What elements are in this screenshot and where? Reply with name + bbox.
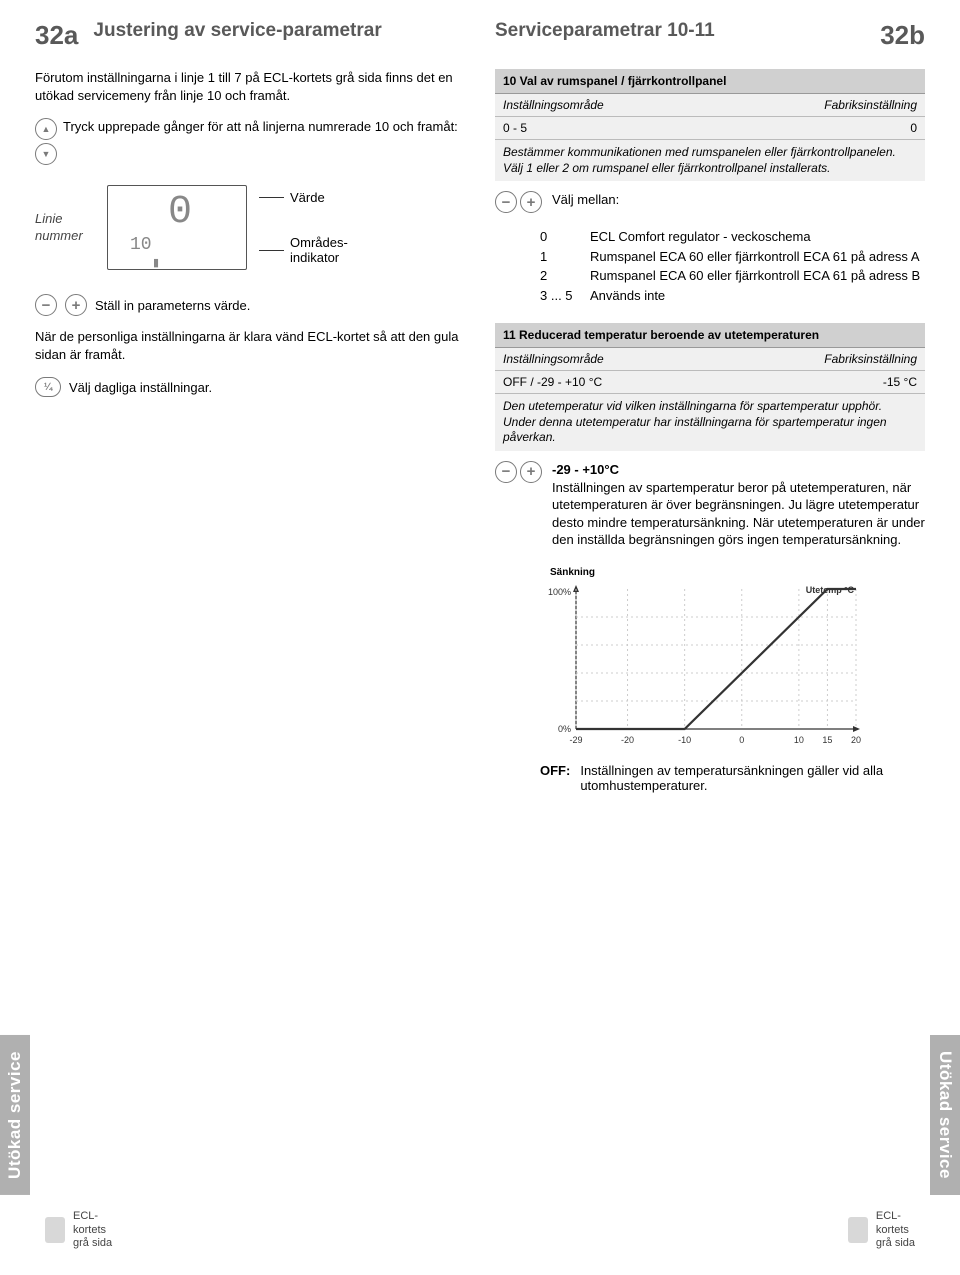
chart-svg: 100%0%-29-20-100101520Utetemp ºC [540,581,866,751]
lcd-label-nummer: nummer [35,228,95,245]
flip-card-text: När de personliga inställningarna är kla… [35,328,465,363]
footer-square-icon [45,1217,65,1243]
footer-text-right: ECL- kortets grå sida [876,1210,915,1250]
left-column: 32a Justering av service-parametrar Föru… [35,20,465,793]
lcd-big-value: 0 [168,190,194,235]
lcd-screen: 0 10 ▮ [107,185,247,270]
off-text: Inställningen av temperatursänkningen gä… [580,763,925,793]
svg-text:10: 10 [794,735,804,745]
param10-factory-label: Fabriksinställning [824,98,917,112]
arrow-note: Tryck upprepade gånger för att nå linjer… [63,118,458,165]
param10-desc: Bestämmer kommunikationen med rumspanele… [495,140,925,181]
footer-right: ECL- kortets grå sida [848,1210,915,1250]
option-2: 2 Rumspanel ECA 60 eller fjärrkontroll E… [540,266,925,286]
param10-range: 0 - 5 [503,121,910,135]
chart-y-title: Sänkning [550,567,850,578]
param-box-11: 11 Reducerad temperatur beroende av utet… [495,323,925,451]
reduction-chart: Sänkning 100%0%-29-20-100101520Utetemp º… [540,567,850,751]
svg-text:-20: -20 [621,735,634,745]
lcd-label-linie: Linie [35,211,95,228]
svg-text:-10: -10 [678,735,691,745]
range-body: Inställningen av spartemperatur beror på… [552,480,925,548]
param10-range-label: Inställningsområde [503,98,824,112]
param11-range-label: Inställningsområde [503,352,824,366]
page-title-left: Justering av service-parametrar [93,20,381,42]
right-column: Serviceparametrar 10-11 32b 10 Val av ru… [495,20,925,793]
off-note: OFF: Inställningen av temperatursänkning… [540,763,925,793]
param-box-10: 10 Val av rumspanel / fjärrkontrollpanel… [495,69,925,181]
svg-text:0: 0 [739,735,744,745]
footer-text-left: ECL- kortets grå sida [73,1210,112,1250]
footer-left: ECL- kortets grå sida [45,1210,112,1250]
param11-header: 11 Reducerad temperatur beroende av utet… [495,323,925,348]
footer-square-icon [848,1217,868,1243]
off-label: OFF: [540,763,570,793]
param10-header: 10 Val av rumspanel / fjärrkontrollpanel [495,69,925,94]
daily-text: Välj dagliga inställningar. [69,380,212,395]
arrow-down-icon: ▼ [35,143,57,165]
plus-icon: + [520,191,542,213]
param10-labels-row: Inställningsområde Fabriksinställning [495,94,925,117]
minus-icon: − [495,191,517,213]
svg-text:0%: 0% [558,724,571,734]
option-0: 0 ECL Comfort regulator - veckoschema [540,227,925,247]
pointer-line-icon [259,250,284,251]
param10-factory: 0 [910,121,917,135]
page-title-right: Serviceparametrar 10-11 [495,20,715,42]
lcd-label-area1: Områdes- [290,235,348,250]
lcd-diagram: Linie nummer 0 10 ▮ Värde Områdes- indik… [35,185,465,270]
range-explain-row: − + -29 - +10°C Inställningen av spartem… [495,461,925,549]
range-title: -29 - +10°C [552,462,619,477]
lcd-right-labels: Värde Områdes- indikator [259,190,348,265]
choose-between-text: Välj mellan: [552,191,619,213]
options-list: 0 ECL Comfort regulator - veckoschema 1 … [540,227,925,305]
minus-icon: − [35,294,57,316]
param11-factory: -15 °C [883,375,917,389]
choose-between-row: − + Välj mellan: [495,191,925,213]
svg-text:20: 20 [851,735,861,745]
lcd-label-area2: indikator [290,250,339,265]
lcd-tick-icon: ▮ [153,256,159,269]
lcd-label-value: Värde [290,190,325,205]
param11-range: OFF / -29 - +10 °C [503,375,883,389]
side-tab-left: Utökad service [0,1035,30,1195]
option-3: 3 ... 5 Används inte [540,286,925,306]
clock-icon: ¼ [35,377,61,397]
lcd-left-labels: Linie nummer [35,211,95,245]
set-value-row: − + Ställ in parameterns värde. [35,294,465,316]
side-tab-right: Utökad service [930,1035,960,1195]
pointer-line-icon [259,197,284,198]
arrow-up-icon: ▲ [35,118,57,140]
daily-row: ¼ Välj dagliga inställningar. [35,377,465,397]
svg-text:100%: 100% [548,587,571,597]
param10-values-row: 0 - 5 0 [495,117,925,140]
param11-factory-label: Fabriksinställning [824,352,917,366]
param11-labels-row: Inställningsområde Fabriksinställning [495,348,925,371]
page-number-left: 32a [35,20,78,51]
intro-text: Förutom inställningarna i linje 1 till 7… [35,69,465,104]
arrow-instruction-row: ▲ ▼ Tryck upprepade gånger för att nå li… [35,118,465,165]
plus-icon: + [520,461,542,483]
header-right: Serviceparametrar 10-11 32b [495,20,925,51]
param11-values-row: OFF / -29 - +10 °C -15 °C [495,371,925,394]
plus-icon: + [65,294,87,316]
lcd-small-value: 10 [130,235,152,255]
param11-desc: Den utetemperatur vid vilken inställning… [495,394,925,451]
svg-text:15: 15 [822,735,832,745]
header-left: 32a Justering av service-parametrar [35,20,465,51]
svg-text:-29: -29 [569,735,582,745]
set-value-text: Ställ in parameterns värde. [95,298,250,313]
option-1: 1 Rumspanel ECA 60 eller fjärrkontroll E… [540,247,925,267]
minus-icon: − [495,461,517,483]
page-number-right: 32b [880,20,925,51]
